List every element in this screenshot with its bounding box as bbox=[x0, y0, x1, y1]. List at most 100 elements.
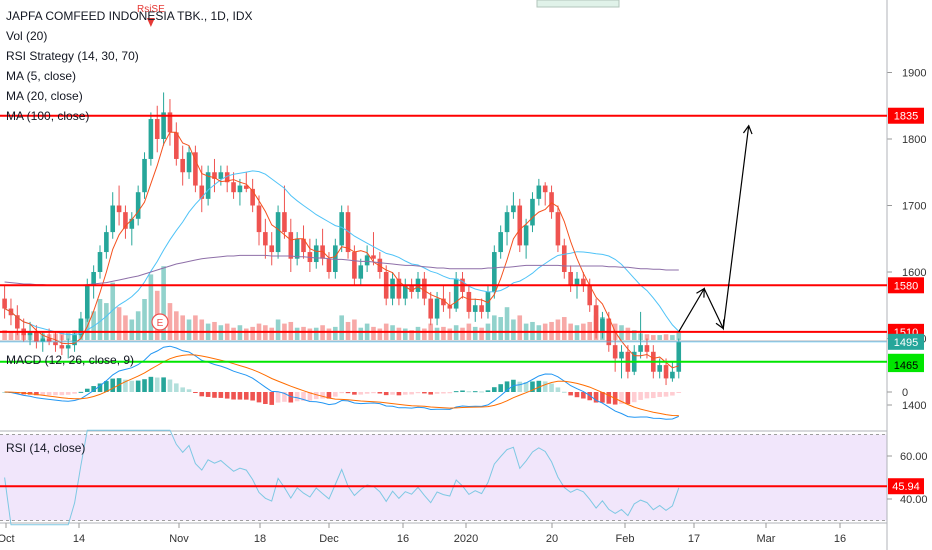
candle[interactable] bbox=[472, 298, 478, 322]
candle[interactable] bbox=[34, 325, 39, 349]
candle[interactable] bbox=[466, 285, 472, 319]
macd-signal-line[interactable] bbox=[4, 354, 679, 417]
candle[interactable] bbox=[15, 305, 20, 336]
ma100-line[interactable] bbox=[4, 254, 679, 286]
candle[interactable] bbox=[129, 212, 135, 246]
legend-volume[interactable]: Vol (20) bbox=[6, 29, 48, 43]
candle[interactable] bbox=[542, 182, 548, 206]
candle[interactable] bbox=[428, 291, 434, 326]
candle[interactable] bbox=[237, 178, 243, 206]
drawing-overlays[interactable]: RsiSE E bbox=[0, 4, 887, 488]
candle[interactable] bbox=[670, 361, 675, 382]
candle[interactable] bbox=[205, 165, 211, 206]
candle[interactable] bbox=[638, 311, 643, 359]
candle[interactable] bbox=[600, 311, 605, 339]
candle[interactable] bbox=[676, 338, 682, 379]
candle[interactable] bbox=[193, 145, 198, 193]
candle[interactable] bbox=[104, 225, 109, 259]
macd-line[interactable] bbox=[4, 345, 679, 420]
candle[interactable] bbox=[301, 225, 306, 259]
candle[interactable] bbox=[422, 272, 427, 306]
candle[interactable] bbox=[142, 152, 147, 199]
candle[interactable] bbox=[224, 165, 230, 193]
projection-path[interactable] bbox=[678, 125, 750, 333]
candle[interactable] bbox=[110, 192, 116, 239]
candle[interactable] bbox=[123, 205, 128, 239]
candle[interactable] bbox=[116, 185, 122, 226]
candle[interactable] bbox=[555, 205, 561, 253]
rsi-title[interactable]: RSI (14, close) bbox=[6, 441, 86, 455]
candle[interactable] bbox=[498, 225, 503, 259]
candle[interactable] bbox=[313, 238, 319, 269]
candle[interactable] bbox=[148, 112, 154, 166]
candle[interactable] bbox=[294, 232, 300, 266]
legend-ma100[interactable]: MA (100, close) bbox=[6, 109, 90, 123]
candle[interactable] bbox=[390, 272, 395, 306]
candle[interactable] bbox=[231, 172, 236, 199]
macd-pane[interactable] bbox=[2, 345, 682, 420]
candle[interactable] bbox=[358, 258, 364, 286]
top-toolbar-fragment[interactable] bbox=[536, 0, 620, 8]
candle[interactable] bbox=[581, 272, 586, 292]
candle[interactable] bbox=[78, 311, 84, 339]
candle[interactable] bbox=[212, 158, 217, 193]
candle[interactable] bbox=[377, 252, 383, 279]
candle[interactable] bbox=[517, 198, 523, 253]
candle[interactable] bbox=[250, 178, 255, 213]
symbol-title[interactable]: JAPFA COMFEED INDONESIA TBK., 1D, IDX bbox=[6, 9, 253, 23]
candle[interactable] bbox=[326, 252, 332, 279]
candle[interactable] bbox=[587, 278, 593, 312]
ma5-line[interactable] bbox=[4, 131, 679, 369]
candle[interactable] bbox=[243, 172, 249, 193]
candle[interactable] bbox=[91, 265, 96, 299]
candle[interactable] bbox=[180, 145, 185, 186]
candle[interactable] bbox=[523, 218, 529, 259]
legend-ma5[interactable]: MA (5, close) bbox=[6, 69, 77, 83]
candle[interactable] bbox=[549, 185, 554, 219]
candle[interactable] bbox=[256, 195, 262, 246]
candle[interactable] bbox=[59, 335, 65, 356]
candle[interactable] bbox=[511, 192, 516, 219]
ma20-line[interactable] bbox=[4, 170, 680, 336]
candle[interactable] bbox=[479, 298, 484, 319]
candle[interactable] bbox=[269, 232, 275, 266]
candle[interactable] bbox=[174, 122, 179, 166]
candle[interactable] bbox=[339, 205, 344, 253]
candle[interactable] bbox=[568, 265, 573, 292]
candle[interactable] bbox=[282, 185, 287, 239]
candle[interactable] bbox=[167, 99, 173, 146]
rsi-line[interactable] bbox=[4, 429, 680, 526]
candle[interactable] bbox=[218, 165, 224, 186]
candle[interactable] bbox=[441, 285, 446, 312]
candle[interactable] bbox=[396, 272, 402, 306]
candle[interactable] bbox=[263, 218, 268, 259]
candle[interactable] bbox=[186, 145, 192, 179]
candle[interactable] bbox=[27, 321, 33, 346]
candle[interactable] bbox=[536, 178, 542, 206]
signal-arrow-icon[interactable] bbox=[146, 18, 155, 27]
candle[interactable] bbox=[135, 185, 141, 226]
candle[interactable] bbox=[371, 232, 376, 266]
candle[interactable] bbox=[345, 205, 351, 259]
candle[interactable] bbox=[333, 238, 338, 279]
candle[interactable] bbox=[288, 218, 294, 272]
earnings-icon[interactable] bbox=[151, 313, 169, 331]
candle[interactable] bbox=[530, 192, 535, 233]
legend-rsi-strategy[interactable]: RSI Strategy (14, 30, 70) bbox=[6, 49, 139, 63]
macd-title[interactable]: MACD (12, 26, close, 9) bbox=[6, 353, 135, 367]
candle[interactable] bbox=[154, 105, 160, 153]
candle[interactable] bbox=[612, 331, 618, 372]
legend-ma20[interactable]: MA (20, close) bbox=[6, 89, 83, 103]
candle[interactable] bbox=[2, 285, 7, 319]
candle[interactable] bbox=[561, 238, 567, 279]
candle[interactable] bbox=[492, 245, 497, 299]
rsi-pane[interactable] bbox=[0, 429, 887, 526]
candle[interactable] bbox=[364, 245, 370, 272]
candle[interactable] bbox=[161, 92, 166, 146]
candle[interactable] bbox=[275, 205, 281, 259]
candle[interactable] bbox=[504, 205, 510, 246]
candle[interactable] bbox=[97, 245, 103, 279]
candle[interactable] bbox=[409, 278, 414, 299]
candle[interactable] bbox=[402, 278, 408, 306]
